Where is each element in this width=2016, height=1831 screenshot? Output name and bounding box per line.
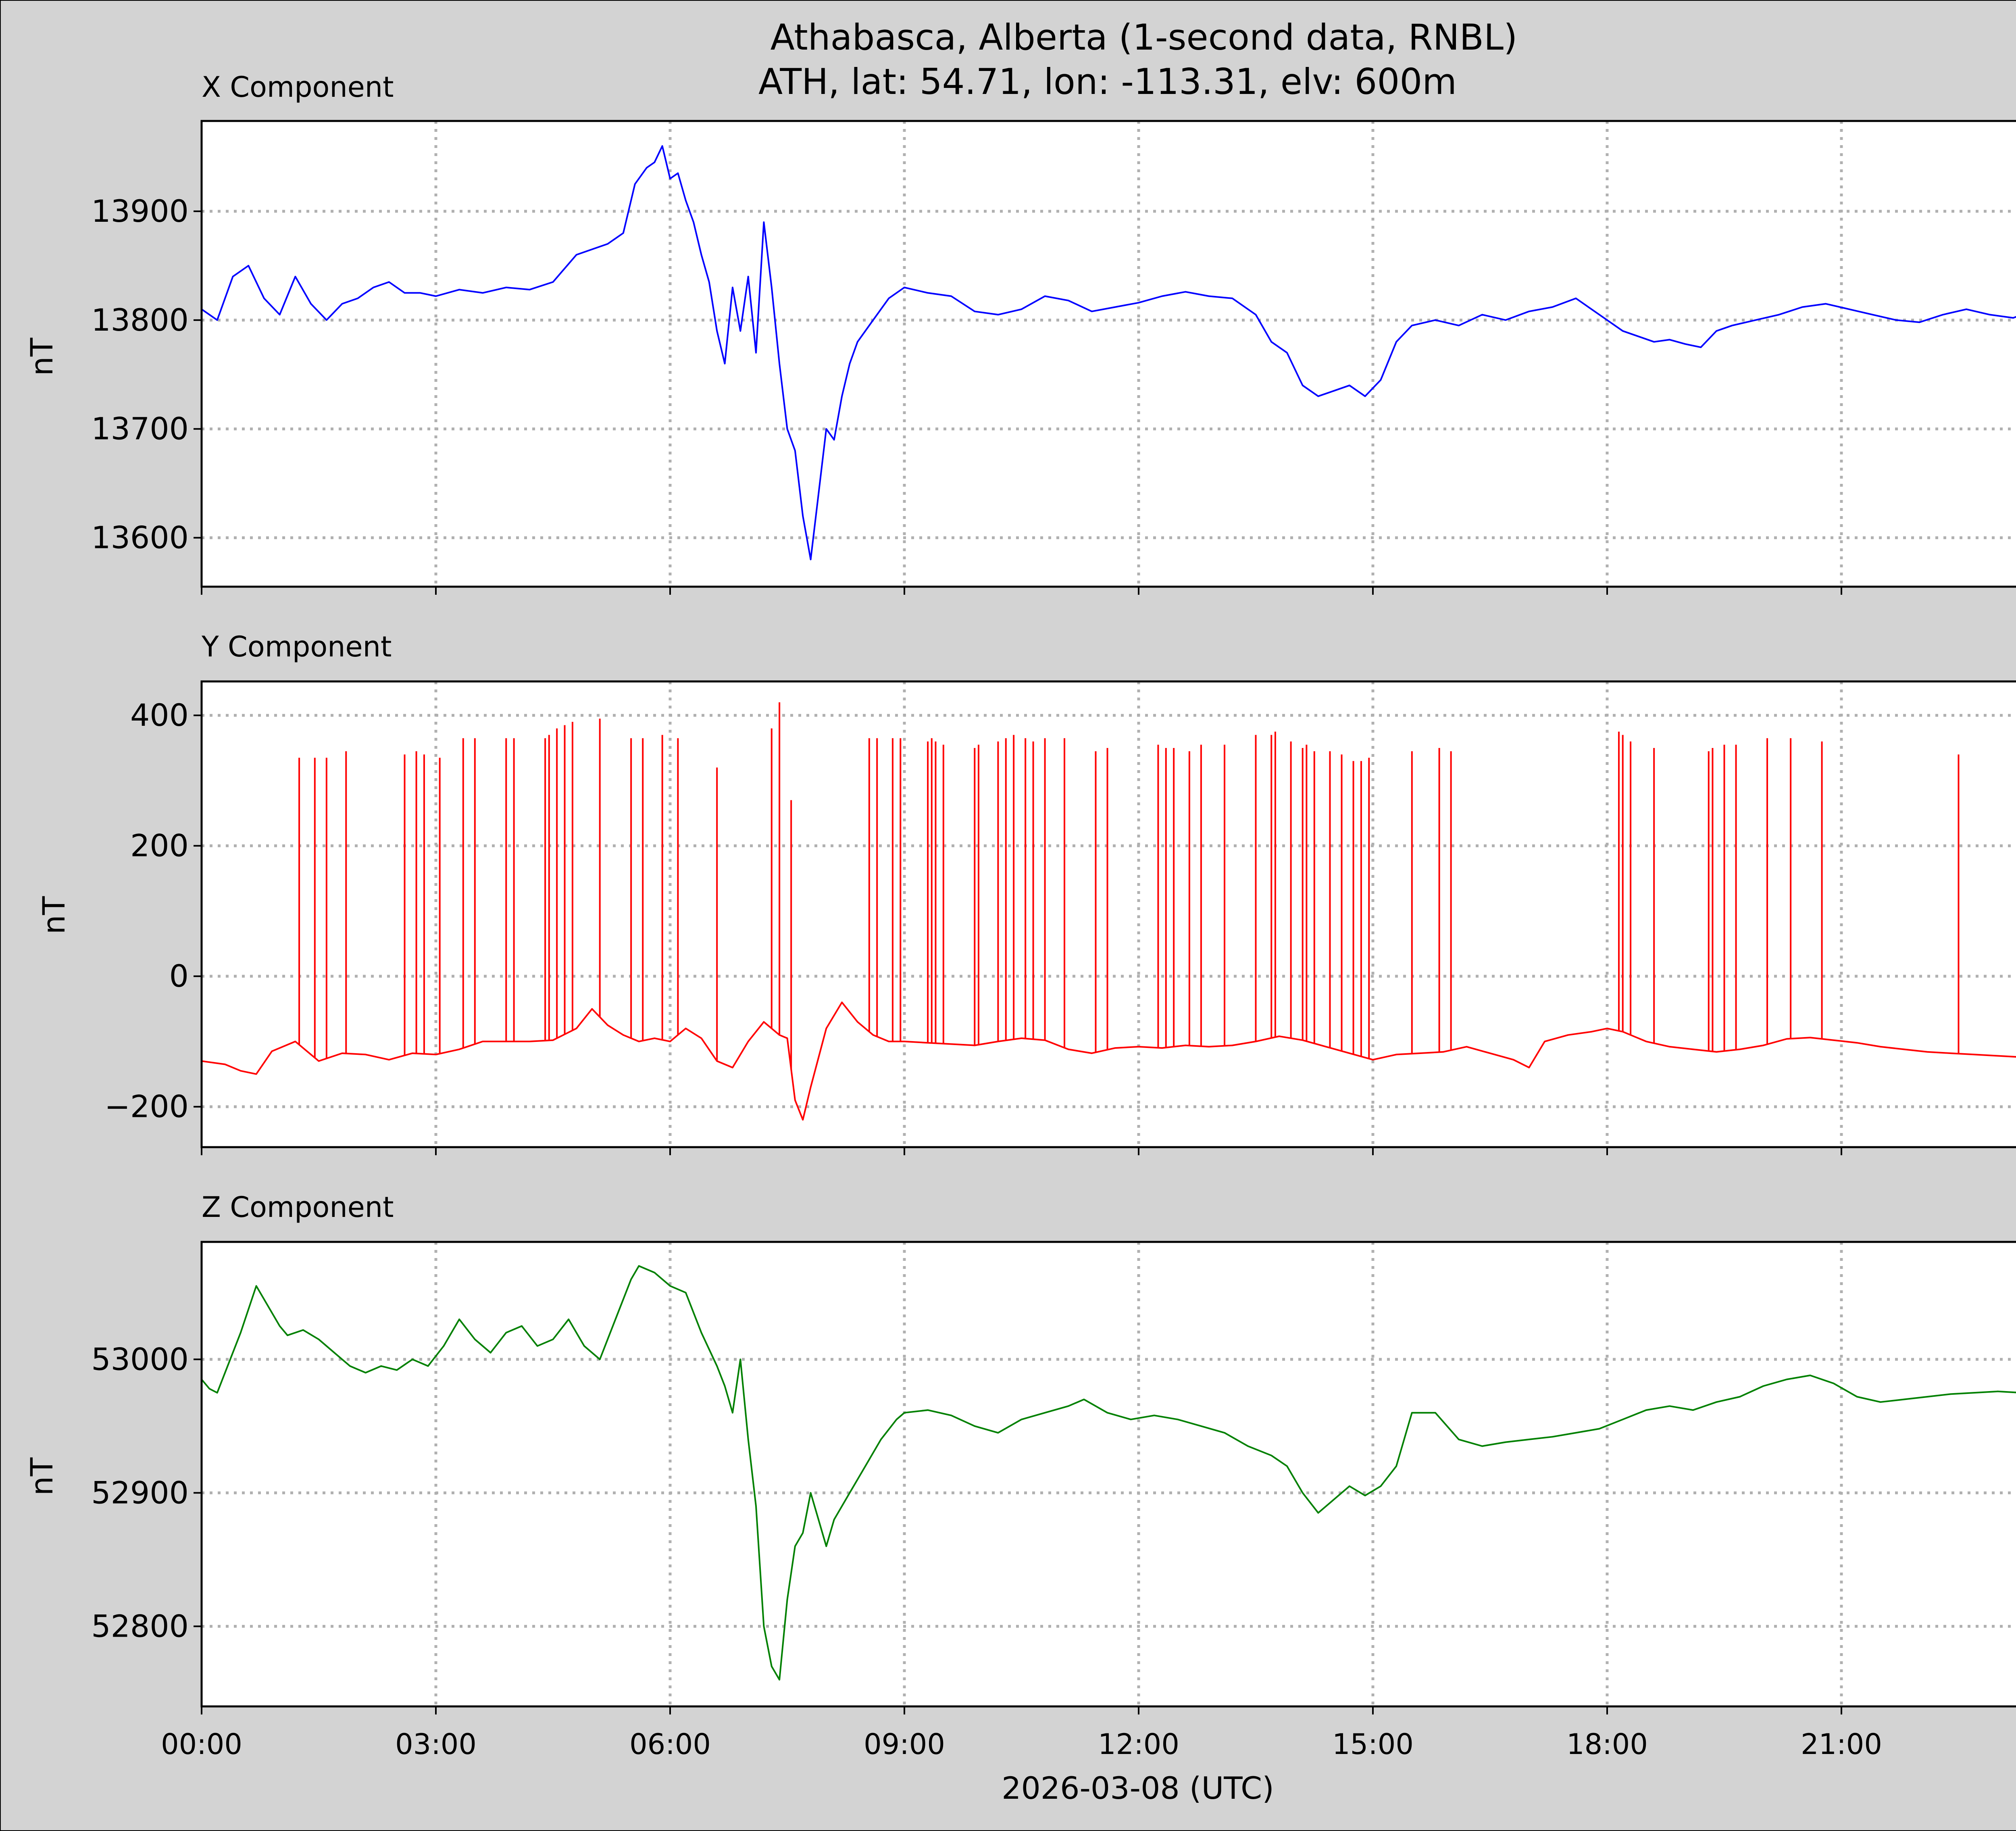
y-tick-label: 400 (130, 697, 189, 733)
y-axis-label: nT (24, 337, 60, 376)
y-tick-label: 13900 (91, 193, 189, 229)
axes-frame (200, 680, 2016, 1148)
y-tick-label: 52800 (91, 1608, 189, 1644)
plot-area (202, 121, 2016, 587)
panel-title: Y Component (201, 630, 392, 663)
x-tick-label: 18:00 (1566, 1728, 1648, 1761)
y-tick-label: 200 (130, 828, 189, 864)
z-component-panel: Z Component nT 52800 52900 53000 (24, 1191, 2016, 1714)
x-tick-label: 21:00 (1801, 1728, 1882, 1761)
y-axis-label: nT (36, 896, 72, 934)
series-line (201, 145, 2016, 560)
panel-title: X Component (202, 71, 394, 104)
x-tick-label: 09:00 (864, 1728, 945, 1761)
y-tick-label: 52900 (91, 1475, 189, 1510)
y-tick-label: −200 (104, 1089, 189, 1125)
x-tick-labels: 00:00 03:00 06:00 09:00 12:00 15:00 18:00 21:00 (161, 1728, 1882, 1761)
x-axis-label: 2026-03-08 (UTC) (1002, 1770, 1274, 1806)
y-tick-label: 13800 (91, 302, 189, 338)
plot-area (202, 681, 2016, 1147)
x-tick-label: 12:00 (1098, 1728, 1179, 1761)
axes-frame (200, 120, 2016, 588)
y-tick-label: 13700 (91, 411, 189, 447)
x-tick-label: 15:00 (1332, 1728, 1414, 1761)
plot-area (202, 1242, 2016, 1706)
x-tick-label: 06:00 (629, 1728, 711, 1761)
x-tick-label: 00:00 (161, 1728, 242, 1761)
x-tick-label: 03:00 (395, 1728, 477, 1761)
y-axis-label: nT (24, 1457, 60, 1496)
x-component-panel: X Component nT 13600 13700 13800 13900 (24, 71, 2016, 595)
figure-title-line2: ATH, lat: 54.71, lon: -113.31, elv: 600m (758, 61, 1457, 102)
figure-title-line1: Athabasca, Alberta (1-second data, RNBL) (771, 17, 1518, 58)
axes-frame (200, 1241, 2016, 1708)
y-tick-label: 53000 (91, 1341, 189, 1377)
panel-title: Z Component (202, 1191, 394, 1224)
y-tick-label: 13600 (91, 520, 189, 556)
y-tick-label: 0 (169, 958, 189, 994)
series-line (201, 1265, 2016, 1681)
y-component-panel: Y Component nT −200 0 200 400 (36, 630, 2016, 1155)
